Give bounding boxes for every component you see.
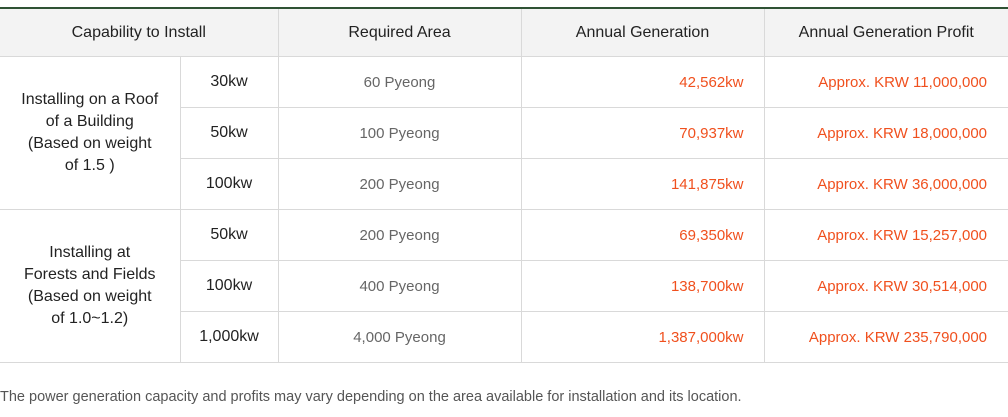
profit-cell: Approx. KRW 11,000,000 [763,56,1008,108]
profit-cell: Approx. KRW 36,000,000 [763,158,1008,210]
table-row: 1,000kw 4,000 Pyeong 1,387,000kw Approx.… [0,311,1008,363]
group-label-forests: Installing at Forests and Fields (Based … [0,209,180,363]
profit-cell: Approx. KRW 15,257,000 [763,209,1008,261]
area-cell: 60 Pyeong [277,56,522,108]
group-label-roof: Installing on a Roof of a Building (Base… [0,56,180,210]
header-annual-generation: Annual Generation [520,8,765,57]
table-header: Capability to Install Required Area Annu… [0,8,1008,57]
generation-cell: 70,937kw [520,107,765,159]
header-row: Capability to Install Required Area Annu… [0,8,1008,57]
table-row: 100kw 400 Pyeong 138,700kw Approx. KRW 3… [0,260,1008,312]
table-row: 50kw 100 Pyeong 70,937kw Approx. KRW 18,… [0,107,1008,159]
area-cell: 200 Pyeong [277,209,522,261]
group-label-line: Installing on a Roof [21,91,159,108]
profit-cell: Approx. KRW 18,000,000 [763,107,1008,159]
capacity-cell: 50kw [179,107,279,159]
group-label-line: Forests and Fields [23,266,156,283]
generation-cell: 42,562kw [520,56,765,108]
table-row: 100kw 200 Pyeong 141,875kw Approx. KRW 3… [0,158,1008,210]
group-label-line: of 1.5 ) [64,157,115,174]
capacity-cell: 50kw [179,209,279,261]
area-cell: 200 Pyeong [277,158,522,210]
generation-table: Capability to Install Required Area Annu… [0,7,1008,363]
capacity-cell: 100kw [179,260,279,312]
table-row: Installing on a Roof of a Building (Base… [0,56,1008,210]
group-label-line: (Based on weight [27,135,152,152]
generation-cell: 138,700kw [520,260,765,312]
area-cell: 100 Pyeong [277,107,522,159]
header-capability: Capability to Install [0,8,279,57]
capacity-cell: 100kw [179,158,279,210]
table-row: Installing at Forests and Fields (Based … [0,209,1008,363]
group-label-line: Installing at [49,244,131,261]
capacity-cell: 30kw [179,56,279,108]
group-label-line: of a Building [45,113,134,130]
area-cell: 4,000 Pyeong [277,311,522,363]
group-label-line: (Based on weight [27,288,152,305]
profit-cell: Approx. KRW 30,514,000 [763,260,1008,312]
table-body: Installing on a Roof of a Building (Base… [0,56,1008,363]
footnote: The power generation capacity and profit… [0,389,742,405]
generation-cell: 69,350kw [520,209,765,261]
profit-cell: Approx. KRW 235,790,000 [763,311,1008,363]
header-required-area: Required Area [277,8,522,57]
generation-cell: 141,875kw [520,158,765,210]
capacity-cell: 1,000kw [179,311,279,363]
group-label-line: of 1.0~1.2) [51,310,129,327]
header-annual-profit: Annual Generation Profit [763,8,1008,57]
area-cell: 400 Pyeong [277,260,522,312]
generation-cell: 1,387,000kw [520,311,765,363]
